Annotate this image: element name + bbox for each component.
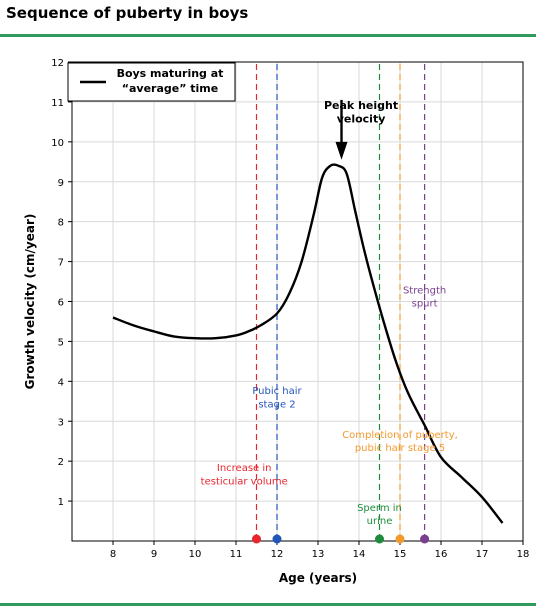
page-title: Sequence of puberty in boys bbox=[6, 4, 249, 22]
event-dot-sperm bbox=[375, 534, 384, 544]
x-tick-label: 18 bbox=[517, 549, 530, 560]
x-tick-label: 17 bbox=[476, 549, 489, 560]
y-tick-label: 4 bbox=[58, 377, 64, 388]
legend: Boys maturing at “average” time bbox=[67, 62, 236, 102]
event-label-sperm-line1: Sperm in bbox=[357, 503, 402, 514]
x-tick-label: 9 bbox=[151, 549, 157, 560]
x-tick-label: 16 bbox=[435, 549, 448, 560]
y-tick-label: 7 bbox=[58, 258, 64, 269]
y-tick-label: 2 bbox=[58, 457, 64, 468]
y-axis-label: Growth velocity (cm/year) bbox=[23, 214, 37, 390]
series-line-average bbox=[112, 163, 504, 524]
legend-label-line2: “average” time bbox=[122, 82, 218, 95]
y-tick-label: 9 bbox=[58, 178, 64, 189]
y-tick-label: 3 bbox=[58, 417, 64, 428]
event-label-strength-line2: spurt bbox=[412, 299, 438, 310]
x-tick-label: 10 bbox=[189, 549, 202, 560]
y-tick-label: 6 bbox=[58, 298, 64, 309]
x-tick-label: 8 bbox=[110, 549, 116, 560]
y-tick-label: 12 bbox=[51, 58, 64, 69]
bottom-rule bbox=[0, 603, 536, 606]
event-labels: Increase in testicular volume Pubic hair st… bbox=[201, 286, 458, 528]
y-tick-label: 8 bbox=[58, 218, 64, 229]
legend-label-line1: Boys maturing at bbox=[117, 67, 224, 80]
peak-arrow-head bbox=[335, 141, 348, 160]
x-axis-label: Age (years) bbox=[279, 571, 357, 585]
event-dot-testicular bbox=[252, 534, 261, 544]
y-tick-label: 1 bbox=[58, 497, 64, 508]
event-dot-completion bbox=[395, 534, 405, 544]
x-axis-ticks: 8 9 10 11 12 13 14 15 16 17 18 bbox=[110, 541, 530, 560]
event-label-completion-line2: pubic hair stage 5 bbox=[355, 443, 445, 454]
x-tick-label: 12 bbox=[271, 549, 284, 560]
event-label-testicular-line1: Increase in bbox=[217, 463, 272, 474]
event-dot-pubic2 bbox=[272, 534, 282, 544]
event-label-pubic2-line1: Pubic hair bbox=[252, 386, 302, 397]
y-tick-label: 10 bbox=[51, 138, 64, 149]
y-tick-label: 11 bbox=[51, 98, 64, 109]
event-dot-strength bbox=[420, 534, 430, 544]
event-label-pubic2-line2: stage 2 bbox=[258, 399, 295, 410]
event-label-completion-line1: Completion of puberty, bbox=[342, 430, 458, 441]
event-label-testicular-line2: testicular volume bbox=[201, 476, 288, 487]
y-tick-label: 5 bbox=[58, 337, 64, 348]
x-tick-label: 15 bbox=[394, 549, 407, 560]
peak-annotation: Peak height velocity bbox=[324, 99, 398, 160]
title-rule bbox=[0, 34, 536, 37]
peak-label-line1: Peak height bbox=[324, 99, 398, 112]
x-tick-label: 11 bbox=[230, 549, 243, 560]
event-dots bbox=[252, 534, 430, 544]
event-label-strength-line1: Strength bbox=[403, 286, 446, 297]
x-tick-label: 13 bbox=[312, 549, 325, 560]
peak-label-line2: velocity bbox=[337, 112, 386, 125]
event-label-sperm-line2: urine bbox=[367, 516, 393, 527]
x-tick-label: 14 bbox=[353, 549, 366, 560]
